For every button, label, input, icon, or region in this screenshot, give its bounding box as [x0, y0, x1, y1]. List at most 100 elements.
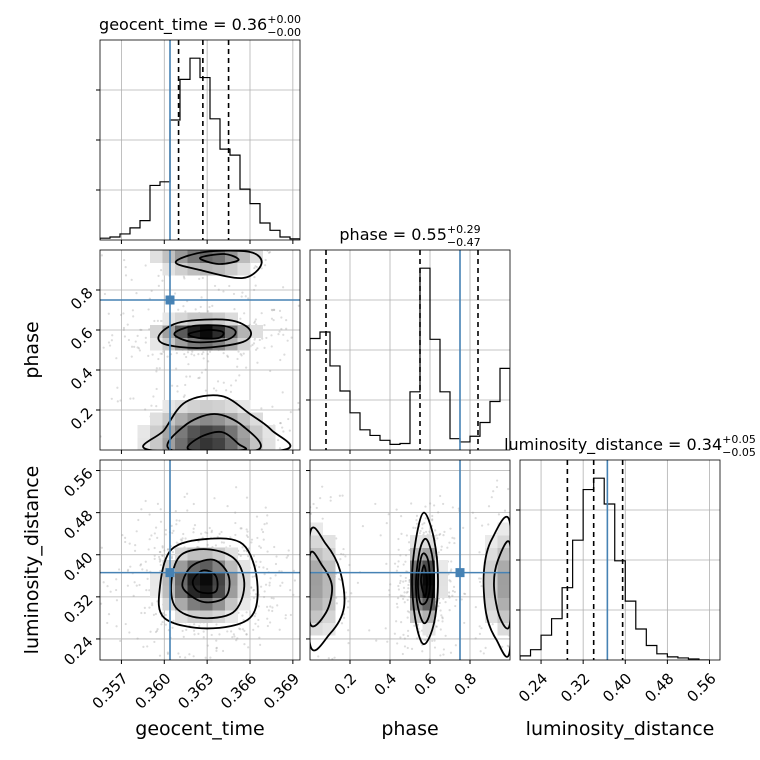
scatter-point: [286, 554, 290, 557]
scatter-point: [155, 387, 158, 391]
scatter-point: [272, 308, 276, 311]
scatter-point: [327, 461, 329, 463]
scatter-point: [307, 559, 309, 561]
scatter-point: [166, 355, 169, 358]
scatter-point: [192, 502, 195, 506]
scatter-point: [437, 551, 440, 554]
scatter-point: [311, 663, 313, 665]
scatter-point: [478, 580, 482, 584]
density-cell: [162, 262, 176, 276]
density-cell: [225, 312, 238, 326]
density-cell: [175, 560, 188, 573]
scatter-point: [177, 468, 179, 470]
panel-frame: [99, 249, 301, 451]
scatter-point: [347, 629, 350, 632]
scatter-point: [271, 462, 273, 464]
scatter-point: [414, 526, 417, 530]
density-cell: [485, 572, 498, 586]
scatter-point: [254, 622, 257, 625]
pair-panel-phase-luminosity_distance: [301, 459, 572, 707]
scatter-point: [510, 627, 512, 629]
scatter-point: [421, 527, 424, 530]
scatter-point: [183, 231, 185, 233]
scatter-point: [149, 676, 151, 678]
x-axis-label-luminosity_distance: luminosity_distance: [526, 718, 715, 740]
scatter-point: [234, 533, 237, 537]
scatter-point: [278, 628, 281, 631]
scatter-point: [279, 358, 282, 362]
scatter-point: [103, 292, 107, 296]
scatter-point: [243, 629, 246, 633]
density-cell: [497, 547, 510, 561]
density-cell: [435, 572, 448, 586]
scatter-point: [213, 284, 217, 288]
scatter-point: [263, 523, 266, 526]
scatter-point: [166, 651, 169, 654]
scatter-point: [139, 563, 143, 566]
scatter-point: [166, 652, 170, 655]
scatter-point: [158, 654, 162, 657]
hist-panel-geocent_time: geocent_time = 0.36+0.00 −0.00: [96, 13, 301, 244]
scatter-point: [266, 617, 269, 620]
scatter-point: [202, 630, 205, 633]
scatter-point: [398, 665, 400, 667]
scatter-point: [280, 327, 283, 331]
scatter-point: [244, 295, 247, 298]
density-cell: [485, 585, 498, 598]
scatter-point: [262, 566, 265, 569]
scatter-point: [322, 308, 324, 310]
density-cell: [162, 312, 176, 326]
scatter-point: [268, 451, 270, 453]
scatter-point: [301, 623, 303, 625]
scatter-point: [237, 553, 240, 556]
scatter-point: [297, 401, 300, 405]
scatter-point: [260, 528, 263, 531]
scatter-point: [153, 482, 155, 484]
scatter-point: [453, 537, 456, 540]
scatter-point: [184, 656, 187, 659]
scatter-point: [343, 616, 346, 619]
scatter-point: [208, 526, 211, 530]
scatter-point: [396, 565, 400, 568]
scatter-point: [272, 319, 275, 322]
scatter-point: [235, 466, 237, 468]
scatter-point: [97, 316, 99, 318]
scatter-point: [273, 545, 276, 549]
scatter-point: [451, 536, 454, 539]
scatter-point: [254, 593, 258, 596]
scatter-point: [404, 554, 408, 557]
scatter-point: [271, 606, 274, 609]
scatter-point: [126, 569, 129, 573]
density-cell: [322, 585, 336, 598]
scatter-point: [156, 480, 158, 482]
scatter-point: [153, 546, 156, 550]
scatter-point: [100, 435, 102, 438]
scatter-point: [192, 232, 194, 234]
scatter-point: [570, 644, 572, 646]
scatter-point: [226, 484, 228, 486]
scatter-point: [106, 584, 109, 588]
scatter-point: [160, 319, 163, 323]
pair-panel-geocent_time-phase: [96, 231, 332, 486]
scatter-point: [150, 289, 153, 292]
scatter-point: [144, 341, 147, 344]
scatter-point: [453, 590, 456, 594]
scatter-point: [301, 705, 303, 707]
scatter-point: [118, 568, 121, 571]
scatter-point: [464, 664, 466, 666]
scatter-point: [135, 530, 138, 533]
scatter-point: [154, 612, 158, 616]
scatter-point: [212, 236, 214, 238]
scatter-point: [421, 523, 424, 526]
scatter-point: [156, 536, 159, 539]
scatter-point: [538, 646, 540, 648]
scatter-point: [144, 560, 147, 563]
scatter-point: [443, 530, 446, 533]
y-axis-label-phase: phase: [21, 321, 43, 378]
scatter-point: [278, 330, 281, 333]
scatter-point: [270, 345, 273, 348]
scatter-point: [263, 572, 266, 576]
scatter-point: [186, 509, 189, 512]
scatter-point: [330, 238, 332, 240]
scatter-point: [285, 327, 288, 330]
